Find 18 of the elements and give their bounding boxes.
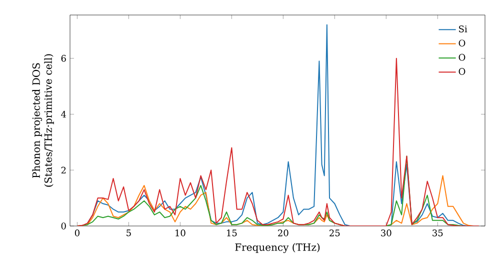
x-tick-label: 30 — [381, 230, 392, 236]
x-tick-label: 15 — [227, 230, 237, 236]
y-axis-title: Phonon projected DOS (States/THz·primitive cell) — [32, 54, 54, 187]
y-tick-label: 6 — [61, 54, 66, 62]
y-tick-label: 4 — [61, 110, 66, 118]
x-axis-title: Frequency (THz) — [235, 243, 320, 254]
x-tick-label: 5 — [126, 230, 131, 236]
x-tick-label: 35 — [432, 230, 443, 236]
y-tick-label: 0 — [61, 222, 66, 230]
x-tick-label: 20 — [278, 230, 288, 236]
legend-label: O — [458, 68, 466, 75]
x-tick-label: 0 — [74, 230, 80, 236]
legend-label: O — [458, 40, 466, 47]
x-tick-label: 25 — [330, 230, 340, 236]
legend-label: Si — [459, 26, 468, 32]
x-tick-label: 10 — [176, 230, 186, 236]
legend-label: O — [458, 54, 466, 61]
y-tick-label: 2 — [61, 166, 66, 174]
